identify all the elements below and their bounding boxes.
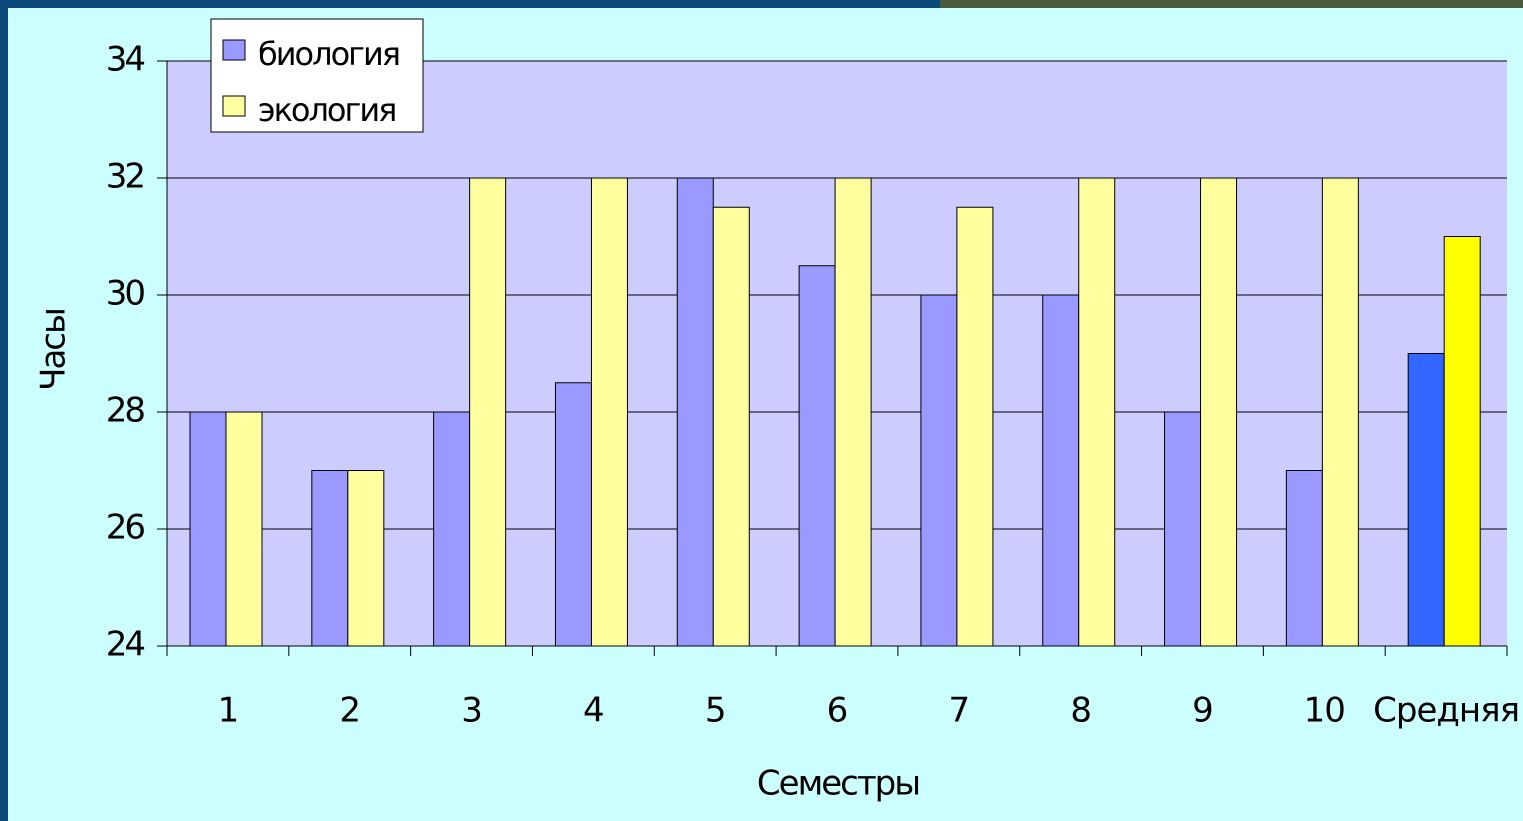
bar	[676, 177, 714, 647]
bar	[1164, 411, 1202, 647]
x-tick-label: 9	[1192, 691, 1213, 731]
bar	[1285, 470, 1323, 647]
y-tick-label: 28	[106, 391, 145, 431]
bar	[920, 294, 958, 647]
y-tick-label: 24	[106, 625, 145, 665]
y-tick-label: 32	[106, 157, 144, 197]
bar	[311, 470, 349, 647]
decorative-image	[940, 0, 1523, 8]
y-tick-label: 34	[106, 40, 145, 80]
x-tick-label: 5	[705, 691, 726, 731]
bar	[1042, 294, 1080, 647]
bar	[590, 177, 628, 647]
bar	[1407, 353, 1445, 647]
bar	[347, 470, 385, 647]
bar	[225, 411, 263, 647]
x-axis-title: Семестры	[757, 764, 919, 804]
x-tick-label: 7	[948, 691, 969, 731]
bar	[956, 206, 994, 647]
bar	[433, 411, 471, 647]
bar	[1443, 236, 1481, 647]
bar	[712, 206, 750, 647]
bar	[1078, 177, 1116, 647]
bar	[189, 411, 227, 647]
x-tick-label: 4	[583, 691, 604, 731]
legend-label: биология	[258, 35, 399, 73]
x-tick-label: Средняя	[1373, 691, 1519, 731]
bar	[834, 177, 872, 647]
y-axis-title: Часы	[34, 309, 74, 391]
bar	[469, 177, 507, 647]
bar	[798, 265, 836, 647]
x-tick-label: 8	[1070, 691, 1091, 731]
x-tick-label: 2	[339, 691, 360, 731]
legend-swatch	[222, 95, 246, 117]
bar	[1321, 177, 1359, 647]
legend-swatch	[222, 39, 246, 61]
x-tick-label: 6	[827, 691, 848, 731]
y-tick-label: 30	[106, 274, 145, 314]
y-tick-label: 26	[106, 508, 145, 548]
x-tick-label: 3	[461, 691, 482, 731]
bar	[554, 382, 592, 647]
bar	[1200, 177, 1238, 647]
legend-label: экология	[258, 91, 395, 129]
x-tick-label: 1	[218, 691, 239, 731]
legend-box	[210, 18, 424, 133]
x-tick-label: 10	[1304, 691, 1345, 731]
